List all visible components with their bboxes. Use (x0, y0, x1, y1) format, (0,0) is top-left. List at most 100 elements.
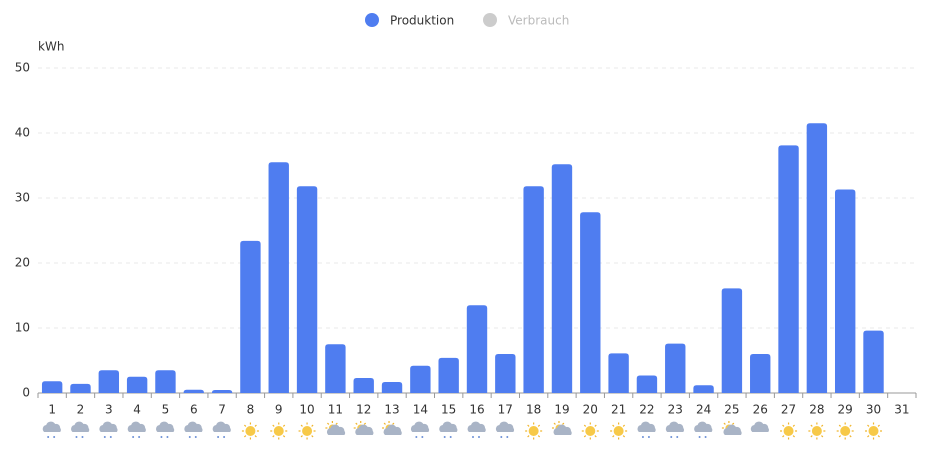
weather-icon (184, 421, 203, 438)
bar (551, 164, 573, 393)
sun-ray (363, 422, 367, 425)
sun-ray (792, 424, 795, 427)
cloud (383, 424, 402, 435)
legend-item[interactable]: Verbrauch (483, 13, 569, 28)
weather-icon (808, 422, 826, 440)
x-tick-label: 17 (498, 403, 513, 417)
x-tick-label: 5 (162, 403, 170, 417)
cloud (439, 421, 458, 432)
sun-ray (311, 435, 314, 438)
x-tick-label: 29 (838, 403, 853, 417)
drop (500, 436, 503, 438)
x-tick-label: 22 (639, 403, 654, 417)
weather-icon (551, 421, 572, 435)
bar (240, 240, 261, 393)
weather-icon (439, 421, 458, 438)
cloud (410, 421, 430, 432)
sun (528, 426, 539, 436)
x-tick-label: 9 (275, 403, 283, 417)
sun-ray (383, 422, 386, 425)
bar (495, 354, 516, 393)
drop (449, 436, 452, 438)
sun-ray (594, 424, 597, 427)
sun-ray (311, 424, 314, 427)
weather-icon (42, 421, 61, 438)
bar (381, 381, 403, 393)
bar (410, 365, 431, 393)
sun-ray (732, 422, 735, 425)
weather-icon (410, 421, 430, 438)
sun-ray (838, 424, 842, 427)
drop (81, 436, 84, 438)
sun-ray (821, 435, 824, 438)
bar (665, 343, 686, 393)
x-tick-label: 4 (133, 403, 141, 417)
sun-ray (300, 435, 303, 438)
sun-ray (583, 424, 587, 427)
cloud (355, 424, 374, 435)
drop (698, 436, 701, 438)
legend-item[interactable]: Produktion (365, 13, 454, 28)
sun-ray (810, 435, 813, 438)
drop (641, 436, 644, 438)
x-tick-label: 7 (218, 403, 226, 417)
sun-ray (335, 422, 338, 425)
y-tick-label: 10 (15, 321, 30, 335)
bar (834, 189, 856, 393)
x-tick-label: 21 (611, 403, 626, 417)
sun-ray (877, 424, 880, 427)
cloud (156, 421, 175, 432)
x-tick-label: 14 (413, 403, 428, 417)
weather-icon (525, 422, 543, 440)
bar (183, 389, 204, 393)
drop (415, 436, 418, 438)
x-tick-label: 2 (77, 403, 85, 417)
sun-ray (867, 435, 870, 438)
x-tick-label: 11 (328, 403, 343, 417)
sun-ray (243, 424, 247, 427)
bar (466, 305, 488, 393)
sun-ray (723, 422, 726, 425)
sun (783, 426, 794, 436)
drop (223, 436, 226, 438)
sun-ray (810, 424, 813, 427)
cloud (127, 421, 146, 432)
bar (608, 353, 629, 393)
sun-ray (622, 435, 626, 438)
x-tick-label: 18 (526, 403, 541, 417)
sun-ray (392, 422, 395, 425)
weather-icon (382, 421, 402, 435)
bar (155, 370, 176, 393)
cloud (467, 421, 486, 432)
bar (721, 288, 743, 393)
weather-icon (298, 422, 316, 440)
sun-ray (553, 422, 556, 425)
x-tick-label: 28 (809, 403, 824, 417)
bar (806, 123, 828, 393)
cloud (694, 421, 713, 432)
sun-ray (583, 435, 587, 438)
drop (132, 436, 135, 438)
drop (217, 436, 220, 438)
x-tick-label: 31 (894, 403, 909, 417)
drop (472, 436, 474, 438)
sun-ray (355, 422, 358, 425)
bar (325, 344, 346, 393)
drop (47, 436, 50, 438)
sun-ray (254, 424, 257, 427)
sun-ray (821, 424, 824, 427)
drop (75, 436, 78, 438)
drop (103, 436, 106, 438)
legend-label: Verbrauch (508, 14, 569, 28)
cloud (184, 421, 203, 432)
x-tick-label: 23 (668, 403, 683, 417)
legend-swatch (365, 13, 379, 27)
sun-ray (849, 435, 852, 438)
drop (109, 436, 112, 438)
drop (647, 436, 650, 438)
sun (811, 426, 822, 436)
x-tick-label: 13 (384, 403, 399, 417)
sun-ray (782, 424, 785, 427)
sun-ray (622, 424, 626, 427)
weather-icon (750, 421, 769, 432)
